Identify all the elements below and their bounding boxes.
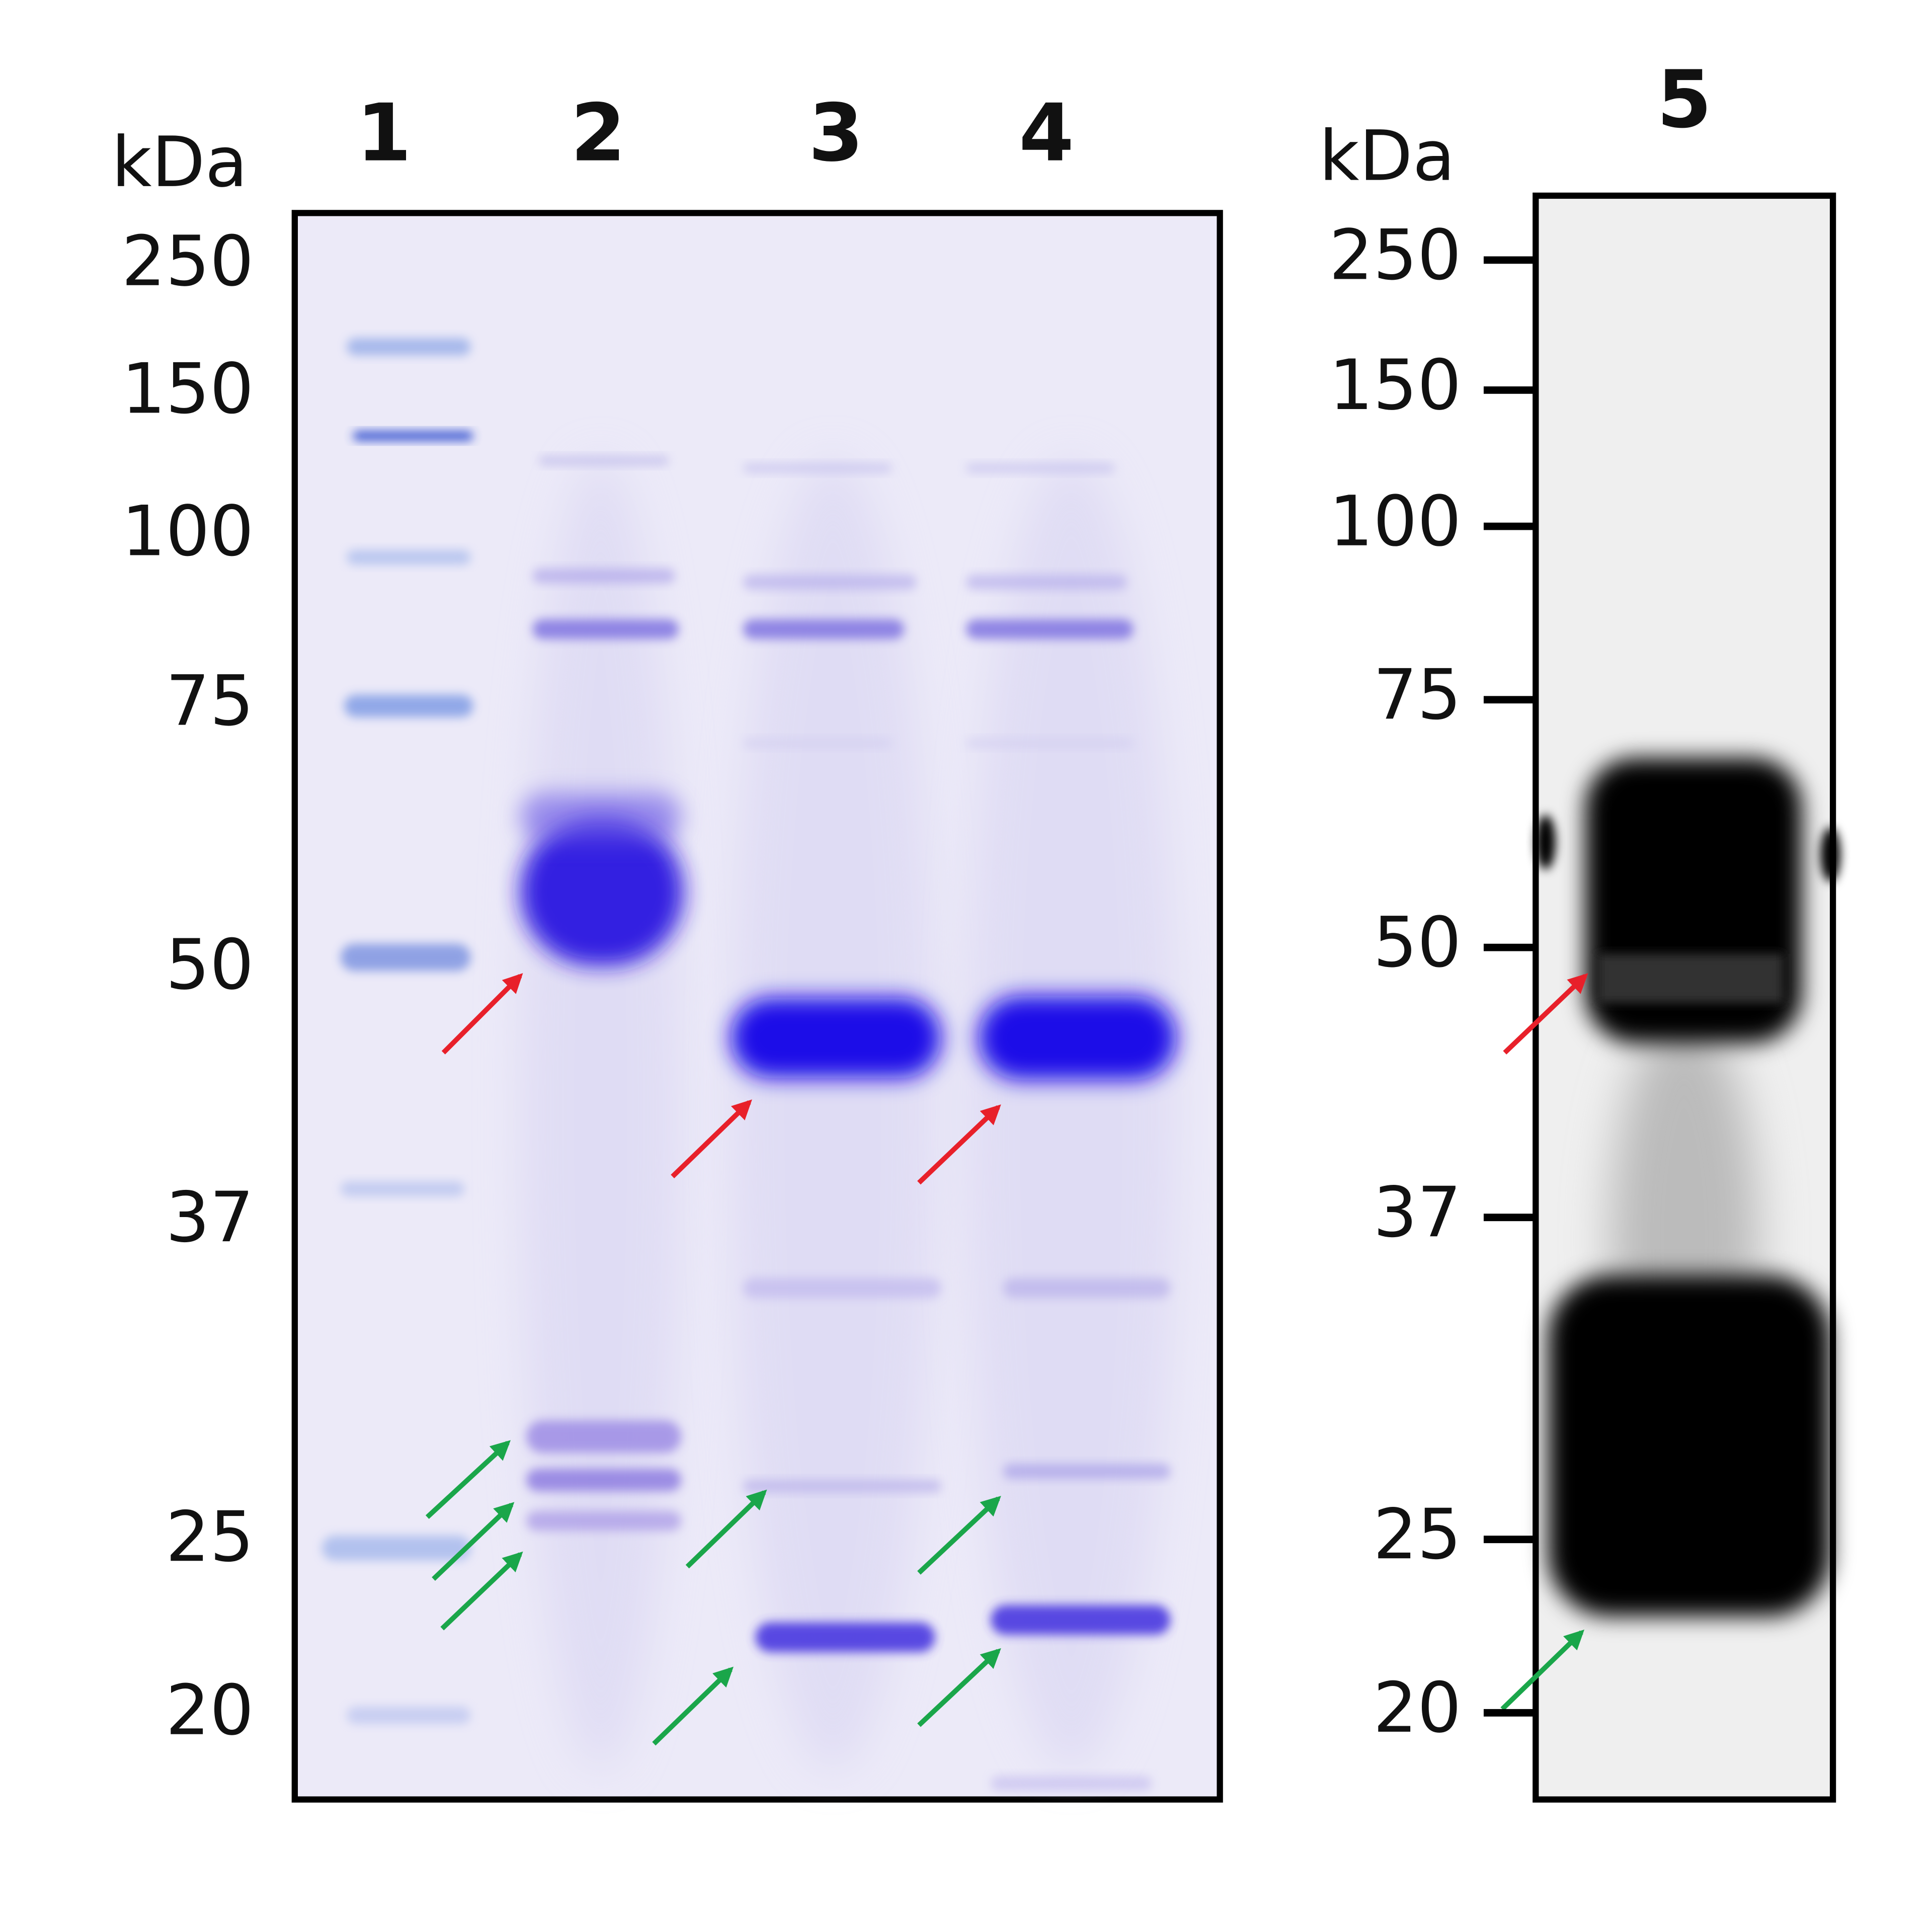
band [1003,1278,1171,1298]
band [991,1776,1152,1791]
lane-label: 5 [1657,54,1712,146]
unit-label: kDa [112,122,248,203]
band [538,455,669,466]
band [966,458,1177,1771]
marker-label: 37 [1373,1172,1461,1253]
lane-label: 4 [1019,88,1074,180]
marker-label: 25 [166,1496,254,1577]
marker-label: 250 [122,221,254,302]
band [532,568,675,584]
band [347,1707,471,1724]
band [526,1469,681,1491]
band [743,738,892,748]
band [526,1420,681,1453]
band [526,1511,681,1531]
blot-panel [1533,192,1840,1803]
band [978,996,1177,1080]
band [755,1622,935,1652]
arrows [425,973,1588,1746]
band [731,458,935,1771]
band [743,1480,941,1493]
marker-label: 150 [122,348,254,429]
marker-label: 37 [166,1177,254,1258]
band [347,549,471,565]
marker-label: 75 [166,661,254,742]
lane-label: 1 [356,88,412,180]
band [743,575,917,590]
band [520,792,681,842]
band [743,1278,941,1298]
blot-signal [1536,758,1840,1617]
gel-panel [291,210,1223,1803]
marker-label: 100 [1329,481,1462,562]
band [966,619,1134,639]
band [966,738,1134,748]
lane-label: 2 [571,88,626,180]
marker-label: 20 [1373,1667,1461,1748]
band [1003,1464,1171,1479]
band [966,575,1127,590]
marker-label: 50 [166,924,254,1005]
marker-label: 250 [1329,215,1462,296]
gel-bands [322,338,1177,1791]
band [340,943,471,971]
band [743,619,904,639]
band [344,694,473,717]
band [731,997,941,1078]
marker-label: 50 [1373,902,1461,983]
band [322,1536,471,1561]
band [532,619,679,639]
marker-label: 25 [1373,1494,1461,1575]
unit-label: kDa [1319,116,1455,197]
lane-label: 3 [809,88,864,180]
band [520,817,684,966]
marker-label: 75 [1373,654,1461,735]
band [966,463,1115,473]
band [743,463,892,473]
marker-label: 20 [166,1670,254,1751]
band [353,431,473,441]
band [340,1181,465,1196]
band [991,1605,1171,1635]
band [347,338,471,356]
band [520,458,681,1771]
marker-label: 150 [1329,345,1462,426]
marker-label: 100 [122,491,254,572]
